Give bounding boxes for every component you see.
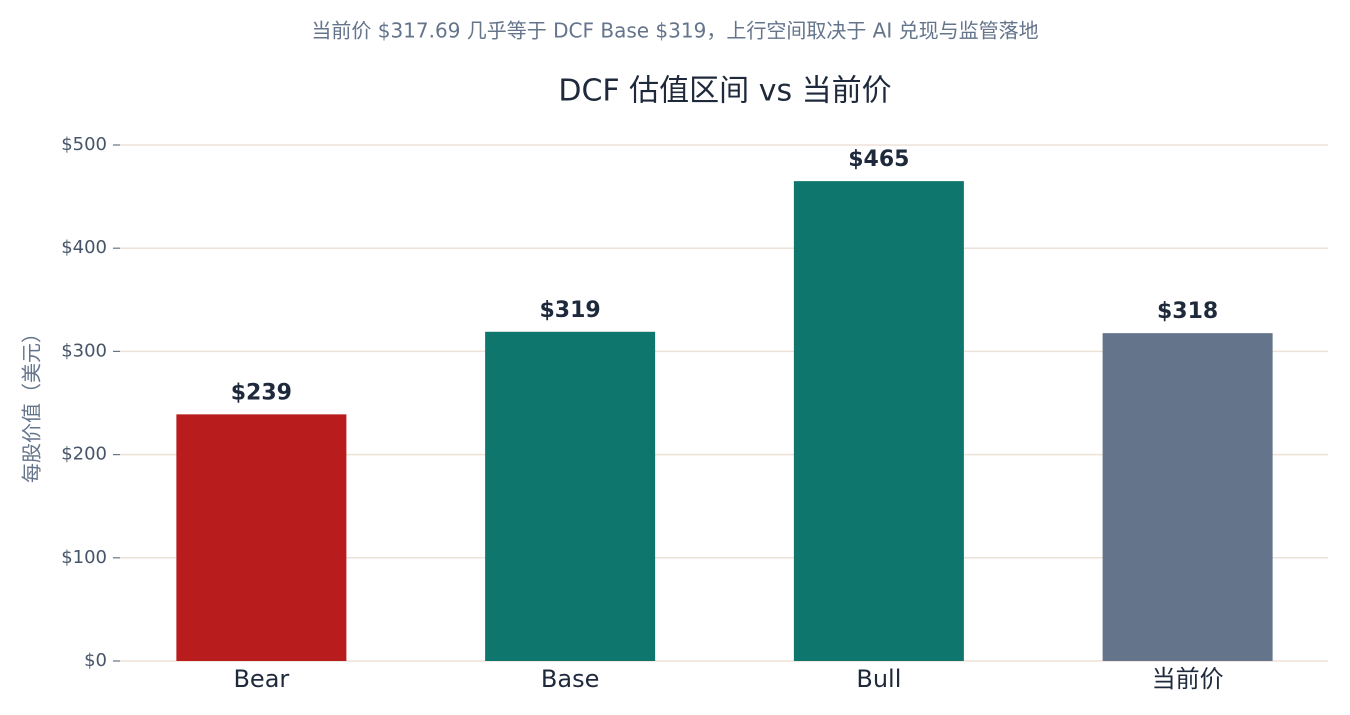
y-tick-label: $200 xyxy=(61,444,107,465)
y-tick-label: $300 xyxy=(61,340,107,361)
x-tick-label: Base xyxy=(541,665,599,693)
value-label: $318 xyxy=(1157,299,1218,324)
bar xyxy=(793,181,964,661)
y-tick-label: $400 xyxy=(61,237,107,258)
value-label: $319 xyxy=(540,298,601,323)
x-tick-label: 当前价 xyxy=(1152,665,1224,693)
y-axis-label: 每股价值（美元） xyxy=(20,323,44,483)
chart-subtitle: 当前价 $317.69 几乎等于 DCF Base $319，上行空间取决于 A… xyxy=(311,19,1038,43)
bar xyxy=(176,414,347,661)
chart-title: DCF 估值区间 vs 当前价 xyxy=(558,74,891,109)
bar xyxy=(485,331,656,661)
y-tick-label: $0 xyxy=(84,650,107,671)
value-label: $239 xyxy=(231,380,292,405)
x-tick-label: Bull xyxy=(856,665,901,693)
y-tick-label: $100 xyxy=(61,547,107,568)
x-tick-label: Bear xyxy=(233,665,289,693)
value-label: $465 xyxy=(848,147,909,172)
y-tick-label: $500 xyxy=(61,134,107,155)
bar xyxy=(1102,333,1273,661)
